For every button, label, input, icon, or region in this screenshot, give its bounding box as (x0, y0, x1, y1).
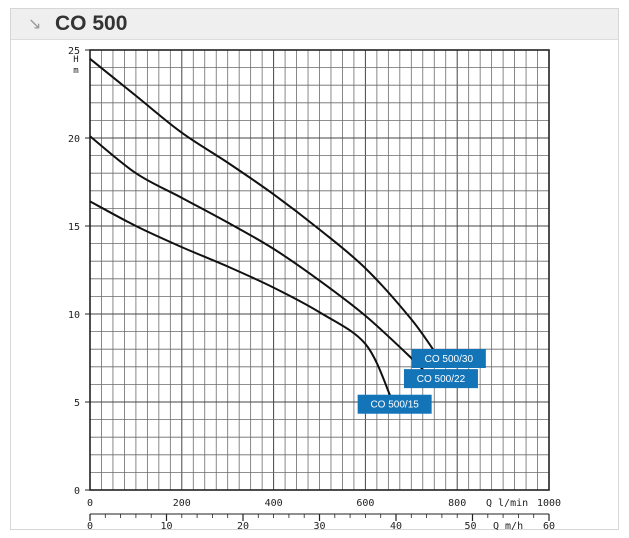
x-tick-label-lmin: 200 (173, 498, 191, 509)
x-tick-label-m3h: 20 (237, 521, 249, 532)
y-tick-label: 15 (68, 222, 80, 233)
x-tick-label-m3h: 10 (160, 521, 172, 532)
x-tick-label-m3h: 50 (464, 521, 476, 532)
x-tick-label-lmin: 800 (448, 498, 466, 509)
curve-label: CO 500/22 (417, 374, 466, 385)
curve-label-box (357, 394, 432, 414)
x-tick-label-lmin: 400 (265, 498, 283, 509)
x-tick-label-m3h: 60 (543, 521, 555, 532)
x-tick-label-lmin: 1000 (537, 498, 561, 509)
y-tick-label: 5 (74, 398, 80, 409)
x-tick-label-m3h: 30 (313, 521, 325, 532)
curve-label-box (411, 349, 486, 368)
x-tick-label-lmin: 600 (356, 498, 374, 509)
y-tick-label: 0 (74, 486, 80, 497)
x-tick-label-lmin: 0 (87, 498, 93, 509)
y-tick-label: 25 (68, 46, 80, 57)
x-tick-label-m3h: 0 (87, 521, 93, 532)
plot-frame (89, 49, 550, 491)
y-axis-label: m (73, 66, 78, 76)
y-axis-label: H (73, 55, 78, 65)
chart-header: ↘ CO 500 (11, 9, 618, 40)
pump-curve-line (89, 200, 392, 398)
arrow-down-right-icon: ↘ (28, 14, 42, 33)
pump-curve-line (89, 58, 440, 359)
x-axis-label-m3h: Q m/h (493, 521, 523, 532)
curve-label-box (403, 369, 478, 389)
pump-curve-line (89, 135, 433, 380)
y-tick-label: 10 (68, 310, 80, 321)
x-axis-label-lmin: Q l/min (486, 498, 528, 509)
x-tick-label-m3h: 40 (390, 521, 402, 532)
chart-title: CO 500 (55, 12, 128, 35)
curve-label: CO 500/15 (370, 400, 419, 411)
y-tick-label: 20 (68, 134, 80, 145)
curve-label: CO 500/30 (425, 354, 474, 365)
